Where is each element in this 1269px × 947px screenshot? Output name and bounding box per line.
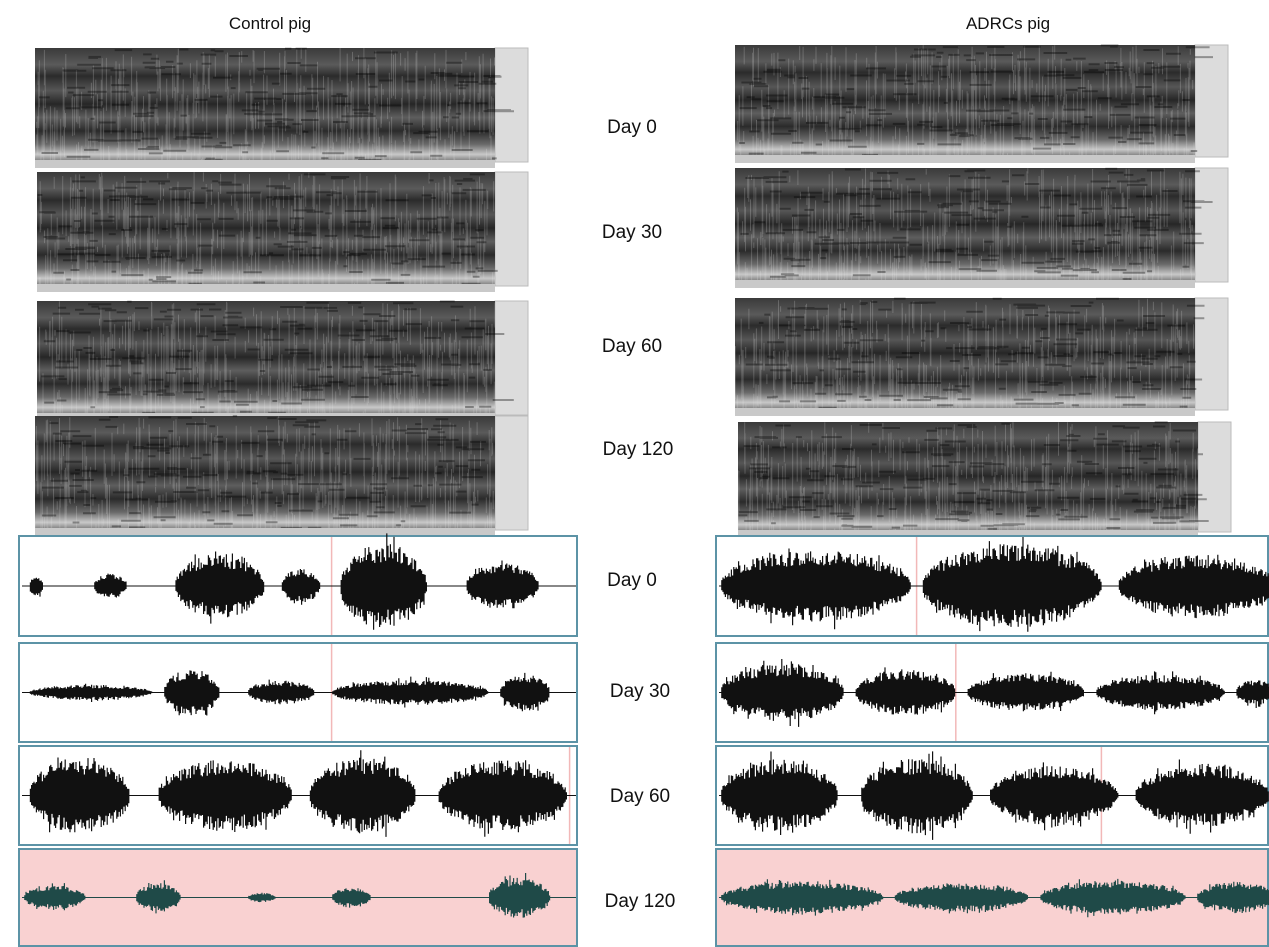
spectrogram-sidebar [495,48,528,162]
day-label: Day 120 [605,891,676,913]
spectrogram-sidebar [1195,298,1228,410]
spectrogram [735,45,1195,155]
day-label: Day 0 [607,570,657,592]
day-label: Day 0 [607,117,657,139]
spectrogram-footer [735,408,1195,416]
spectrogram [735,298,1195,408]
spectrogram-sidebar [495,301,528,415]
figure: Control pig ADRCs pig Day 0 Day 30 Day 6… [0,0,1269,947]
spectrogram-sidebar [495,416,528,530]
spectrogram-footer [35,528,495,536]
column-header: ADRCs pig [966,14,1050,34]
spectrogram-sidebar [1198,422,1231,532]
day-label: Day 30 [602,222,662,244]
spectrogram-sidebar [1195,45,1228,157]
day-label: Day 60 [602,336,662,358]
spectrogram-sidebar [1195,168,1228,282]
column-header: Control pig [229,14,311,34]
spectrogram-sidebar [495,172,528,286]
spectrogram-footer [35,160,495,168]
day-label: Day 120 [603,439,674,461]
spectrogram-footer [735,280,1195,288]
spectrogram-footer [37,284,495,292]
spectrogram-footer [735,155,1195,163]
day-label: Day 60 [610,786,670,808]
day-label: Day 30 [610,681,670,703]
